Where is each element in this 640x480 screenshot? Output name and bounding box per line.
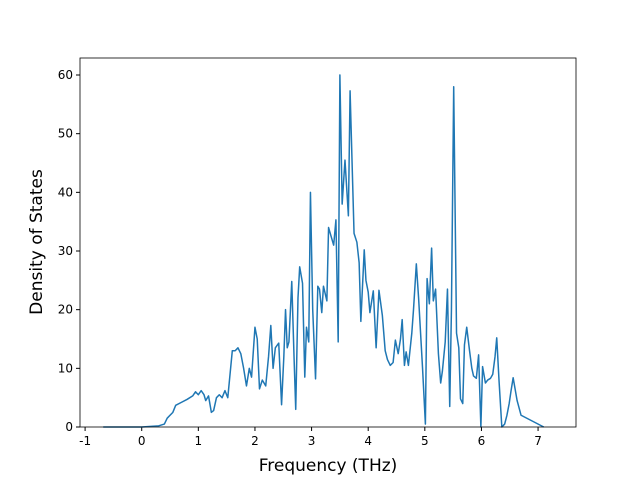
- y-tick-label: 20: [58, 303, 73, 317]
- x-tick-label: 1: [195, 434, 203, 448]
- y-tick-label: 30: [58, 244, 73, 258]
- plot-frame: [79, 57, 577, 428]
- y-tick-label: 0: [65, 420, 73, 434]
- x-tick-label: 0: [138, 434, 146, 448]
- data-line: [103, 74, 545, 428]
- x-tick-label: 6: [478, 434, 486, 448]
- y-axis-label: Density of States: [27, 169, 47, 315]
- x-tick-label: 3: [308, 434, 316, 448]
- x-axis-label: Frequency (THz): [259, 456, 398, 476]
- y-tick-label: 60: [58, 68, 73, 82]
- y-tick-label: 50: [58, 127, 73, 141]
- y-tick-label: 40: [58, 185, 73, 199]
- x-tick-label: 4: [364, 434, 372, 448]
- y-tick-label: 10: [58, 361, 73, 375]
- x-tick-label: 7: [534, 434, 542, 448]
- x-tick-label: 5: [421, 434, 429, 448]
- x-tick-label: -1: [79, 434, 91, 448]
- x-tick-label: 2: [251, 434, 259, 448]
